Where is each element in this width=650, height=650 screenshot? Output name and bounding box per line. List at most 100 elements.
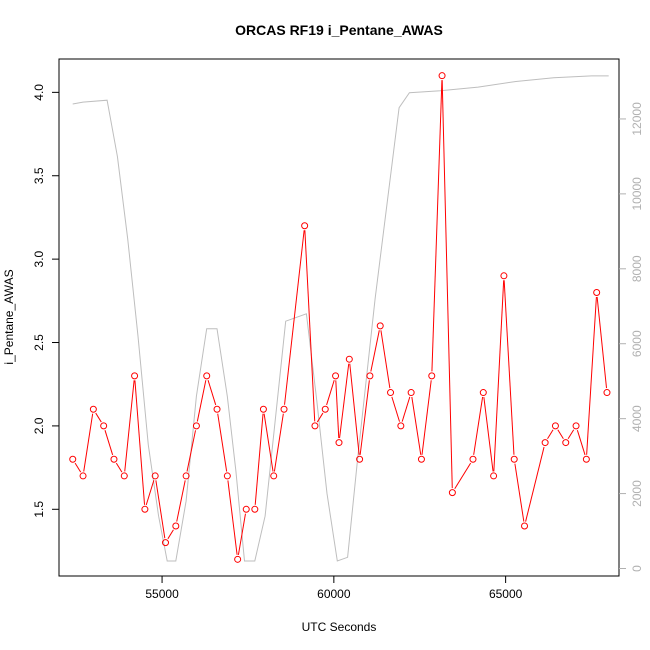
data-point [110, 455, 118, 463]
series-left-segment [411, 396, 422, 455]
series-left-segment [454, 462, 472, 490]
data-point [251, 505, 259, 513]
data-point [366, 372, 374, 380]
y2-tick-label: 4000 [630, 405, 644, 432]
data-point [448, 489, 456, 497]
data-point [572, 422, 580, 430]
data-point [321, 405, 329, 413]
series-left-segment [115, 462, 123, 473]
series-left-segment [596, 296, 608, 389]
series-right-group [72, 75, 609, 562]
series-left-segment [401, 396, 411, 422]
data-point [311, 422, 319, 430]
data-point [407, 389, 415, 397]
x-tick-label: 60000 [317, 587, 351, 601]
data-point [100, 422, 108, 430]
y-tick-label: 3.5 [32, 167, 46, 184]
y-tick-label: 4.0 [32, 84, 46, 101]
series-left-segment [514, 463, 525, 522]
series-left-segment [391, 396, 400, 422]
data-point [332, 372, 340, 380]
y-tick-label: 1.5 [32, 501, 46, 518]
y2-tick-label: 6000 [630, 330, 644, 357]
data-point [510, 455, 518, 463]
data-point [79, 472, 87, 480]
series-left-segment [196, 380, 207, 422]
series-left-segment [254, 413, 264, 505]
series-left-segment [316, 412, 324, 423]
series-left-segment [186, 430, 197, 472]
series-left-segment [349, 363, 360, 455]
data-point [438, 72, 446, 80]
plot-area [58, 58, 620, 577]
data-point [280, 405, 288, 413]
data-point [69, 455, 77, 463]
data-point [479, 389, 487, 397]
series-left-segment [95, 412, 102, 423]
data-point [593, 288, 601, 296]
series-left-segment [155, 480, 166, 539]
data-point [603, 389, 611, 397]
y-tick-label: 2.5 [32, 334, 46, 351]
series-left-segment [431, 80, 443, 372]
y2-tick-label: 12000 [630, 102, 644, 136]
series-left-segment [503, 280, 515, 455]
series-left-segment [167, 529, 174, 540]
series-left-segment [207, 380, 217, 406]
series-left-segment [339, 363, 350, 439]
data-point [162, 539, 170, 547]
x-axis: 55000 60000 65000 [145, 576, 523, 601]
series-left-segment [217, 413, 228, 472]
series-left-segment [370, 330, 380, 372]
y-tick-label: 3.0 [32, 250, 46, 267]
data-point [151, 472, 159, 480]
data-point [213, 405, 221, 413]
series-left-segment [547, 429, 554, 440]
series-left-segment [359, 380, 370, 455]
y2-tick-label: 2000 [630, 480, 644, 507]
data-point [428, 372, 436, 380]
series-left-segment [83, 413, 94, 472]
chart-title: ORCAS RF19 i_Pentane_AWAS [235, 22, 443, 38]
series-left-segment [134, 380, 146, 505]
x-tick-label: 55000 [145, 587, 179, 601]
series-left-segment [473, 396, 484, 455]
data-point [259, 405, 267, 413]
series-left-segment [145, 480, 155, 506]
data-point [172, 522, 180, 530]
series-left-segment [74, 462, 82, 473]
data-point [562, 439, 570, 447]
data-point [120, 472, 128, 480]
y-axis-right: 0 2000 4000 6000 8000 10000 12000 [619, 102, 644, 572]
data-point [376, 322, 384, 330]
data-point [469, 455, 477, 463]
data-point [335, 439, 343, 447]
series-left-group [69, 72, 611, 563]
series-left-segment [284, 230, 305, 405]
series-left-segment [124, 380, 135, 472]
series-left-segment [237, 513, 246, 555]
data-point [270, 472, 278, 480]
x-tick-label: 65000 [489, 587, 523, 601]
series-left-segment [176, 480, 186, 522]
series-left-segment [304, 230, 316, 422]
data-point [203, 372, 211, 380]
series-left-segment [263, 413, 274, 472]
data-point [192, 422, 200, 430]
series-left-segment [335, 380, 340, 439]
series-left-segment [104, 430, 114, 456]
y-axis-label: i_Pentane_AWAS [2, 269, 16, 364]
data-point [397, 422, 405, 430]
series-left-segment [273, 413, 284, 472]
data-point [551, 422, 559, 430]
series-left-segment [493, 280, 505, 472]
x-axis-label: UTC Seconds [302, 620, 377, 634]
y-axis-left: 1.5 2.0 2.5 3.0 3.5 4.0 [32, 84, 59, 518]
series-left-segment [525, 446, 545, 522]
data-point [234, 555, 242, 563]
data-point [301, 222, 309, 230]
series-left-segment [326, 380, 335, 406]
data-point [500, 272, 508, 280]
data-point [356, 455, 364, 463]
series-left-segment [421, 380, 432, 455]
